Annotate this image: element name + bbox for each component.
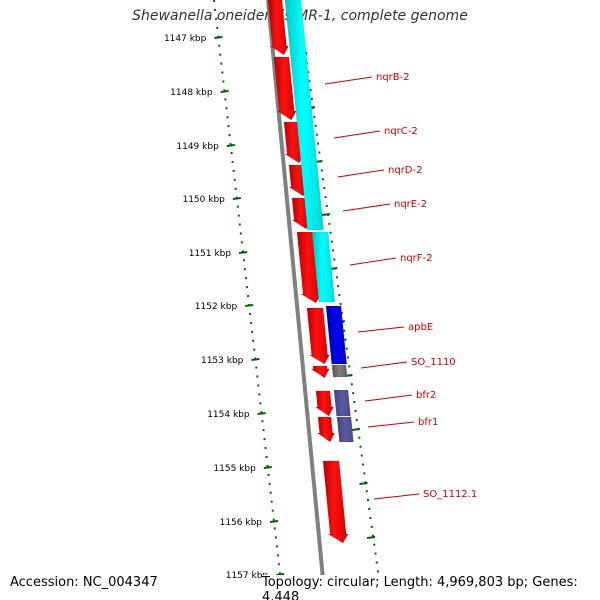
gene-label[interactable]: apbE — [408, 322, 433, 333]
scale-tick-label: 1155 kbp — [213, 464, 256, 474]
scale-tick-mark — [226, 144, 235, 147]
gene-label[interactable]: nqrC-2 — [384, 126, 418, 137]
cds-feature-slate[interactable] — [336, 416, 354, 443]
scale-tick-mark — [351, 428, 361, 431]
scale-tick-label: 1148 kbp — [170, 88, 213, 98]
gene-label[interactable]: bfr1 — [418, 417, 438, 428]
scale-tick-mark — [220, 90, 229, 93]
cds-feature-red[interactable] — [322, 460, 349, 544]
cds-feature-blue[interactable] — [325, 305, 347, 365]
scale-tick-mark — [257, 412, 266, 415]
scale-tick-mark — [366, 536, 376, 539]
gene-label-leader-line — [367, 421, 415, 428]
cds-feature-red[interactable] — [273, 56, 297, 121]
gene-label-leader-line — [337, 169, 385, 178]
scale-ticks: 1147 kbp 1148 kbp 1149 kbp 1150 kbp 1151 kbp… — [164, 34, 383, 592]
cds-feature-cyan[interactable] — [284, 0, 324, 231]
gene-label-leader-line — [373, 493, 420, 500]
scale-tick-mark — [214, 36, 223, 39]
gene-label-leader-line — [333, 130, 381, 139]
scale-tick-mark — [263, 466, 272, 469]
gene-label-leader-line — [360, 361, 408, 369]
scale-tick-mark — [321, 213, 330, 216]
gene-label[interactable]: SO_1112.1 — [423, 489, 477, 500]
scale-tick-label: 1150 kbp — [182, 195, 225, 205]
gene-label-leader-line — [349, 257, 397, 266]
gene-label-leader-line — [364, 394, 413, 402]
gene-labels: nqrB-2 nqrC-2 nqrD-2 nqrE-2 nqrF-2 apbE SO_111… — [324, 72, 477, 500]
gene-label[interactable]: nqrF-2 — [400, 253, 433, 264]
cds-feature-red[interactable] — [306, 307, 331, 365]
scale-tick-label: 1151 kbp — [189, 249, 232, 259]
gene-label[interactable]: nqrD-2 — [388, 165, 422, 176]
scale-tick-label: 1147 kbp — [164, 34, 207, 44]
cds-feature-red[interactable] — [267, 0, 289, 56]
scale-tick-mark — [232, 197, 242, 200]
gene-label[interactable]: nqrE-2 — [394, 199, 427, 210]
scale-tick-label: 1154 kbp — [207, 410, 250, 420]
gene-features — [267, 0, 364, 600]
gene-label[interactable]: SO_1110 — [411, 357, 456, 368]
topology-summary: Topology: circular; Length: 4,969,803 bp… — [262, 575, 600, 600]
cds-feature-red[interactable] — [310, 365, 330, 379]
scale-dotted-line-right — [297, 0, 383, 600]
scale-tick-mark — [245, 304, 254, 307]
cds-feature-slate[interactable] — [333, 389, 351, 417]
cds-feature-red[interactable] — [316, 416, 335, 443]
scale-tick-mark — [238, 251, 248, 254]
scale-tick-label: 1152 kbp — [195, 302, 238, 312]
gene-label-leader-line — [324, 76, 373, 85]
accession-text: Accession: NC_004347 — [10, 575, 158, 590]
scale-tick-mark — [276, 573, 285, 576]
gene-label-leader-line — [342, 203, 391, 212]
scale-tick-label: 1149 kbp — [176, 142, 219, 152]
cds-feature-red[interactable] — [314, 390, 334, 417]
gene-label[interactable]: nqrB-2 — [376, 72, 410, 83]
gene-label[interactable]: bfr2 — [416, 390, 436, 401]
scale-tick-label: 1156 kbp — [220, 518, 263, 528]
cds-feature-gray[interactable] — [331, 364, 348, 378]
gene-label-leader-line — [357, 326, 405, 333]
scale-tick-mark — [251, 358, 260, 361]
scale-tick-label: 1153 kbp — [201, 356, 244, 366]
scale-tick-mark — [359, 482, 368, 485]
scale-tick-mark — [269, 520, 279, 523]
scale-tick-label: 1157 kbp — [226, 571, 269, 581]
cds-feature-cyan[interactable] — [311, 231, 336, 303]
scale-dotted-line-left — [213, 0, 284, 600]
genome-backbone — [266, 0, 327, 600]
